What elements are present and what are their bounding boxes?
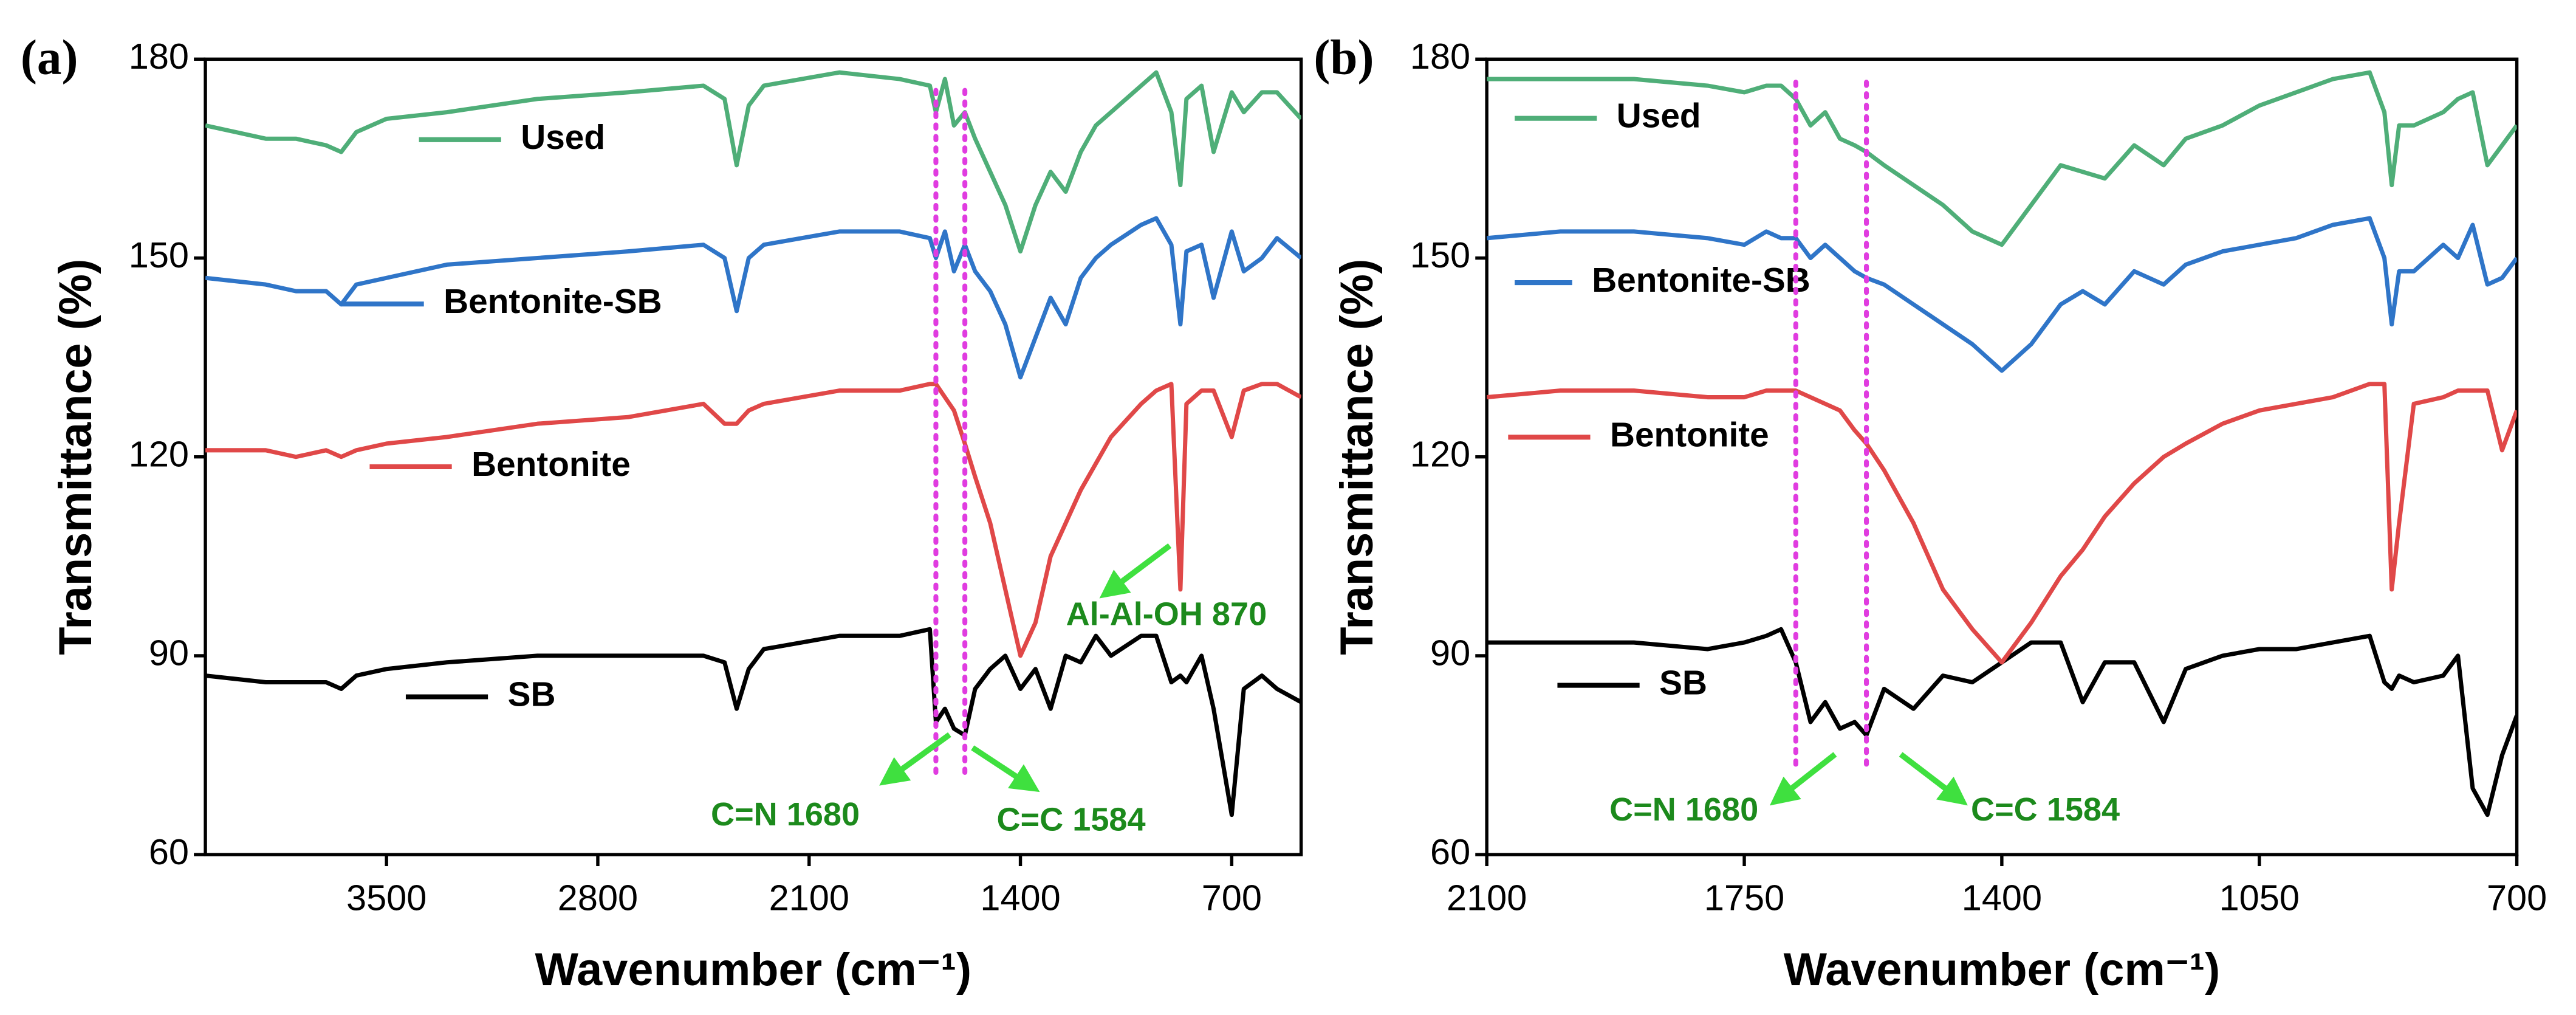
- annotation-arrow: [1099, 543, 1172, 599]
- y-tick-label: 60: [149, 831, 189, 872]
- y-tick-label: 180: [129, 36, 189, 77]
- legend-label: SB: [1659, 664, 1707, 703]
- x-tick-label: 1050: [2219, 878, 2300, 918]
- spectrum-line: [205, 216, 1301, 380]
- annotation-arrow: [879, 732, 951, 786]
- x-tick-label: 2100: [1447, 878, 1527, 918]
- x-tick-label: 3500: [346, 878, 426, 918]
- legend-label: Bentonite: [1610, 416, 1769, 454]
- panel: 60 90 120 150 180 3500 2800 2100 1400 700 Wavenumb…: [21, 30, 1303, 996]
- legend-label: Bentonite: [471, 446, 631, 484]
- x-tick-label: 2100: [769, 878, 849, 918]
- spectrum-line: [205, 382, 1301, 658]
- y-tick-label: 90: [1430, 633, 1470, 673]
- x-axis-label: Wavenumber (cm⁻¹): [535, 944, 972, 996]
- x-tick-label: 700: [2487, 878, 2547, 918]
- spectrum-line: [1487, 70, 2517, 247]
- y-tick-label: 90: [149, 633, 189, 673]
- legend-label: SB: [508, 676, 556, 714]
- panel-label: (b): [1314, 30, 1374, 84]
- x-axis-label: Wavenumber (cm⁻¹): [1784, 944, 2221, 996]
- y-tick-label: 180: [1410, 36, 1470, 77]
- spectrum-line: [1487, 216, 2517, 373]
- annotation-arrow: [1769, 752, 1837, 806]
- y-tick-label: 150: [129, 235, 189, 275]
- y-tick-label: 120: [1410, 433, 1470, 474]
- annotation-arrow: [1899, 752, 1968, 806]
- series-group: [1487, 70, 2517, 817]
- annotation: C=N 1680: [1609, 791, 1758, 828]
- annotation-arrow: [971, 745, 1040, 793]
- x-tick-label: 700: [1202, 878, 1262, 918]
- spectrum-line: [1487, 382, 2517, 665]
- annotation: C=C 1584: [1971, 791, 2120, 828]
- spectrum-line: [1487, 627, 2517, 817]
- spectrum-line: [205, 627, 1301, 817]
- annotation: C=C 1584: [997, 801, 1146, 838]
- y-axis-label: Transmittance (%): [50, 259, 101, 655]
- legend-label: Bentonite-SB: [444, 283, 662, 321]
- x-tick-label: 1750: [1704, 878, 1784, 918]
- legend-label: Used: [1617, 97, 1701, 136]
- plot-frame: [1485, 57, 2519, 856]
- spectrum-line: [205, 70, 1301, 254]
- plot-frame: [204, 57, 1303, 856]
- x-tick-label: 1400: [1962, 878, 2042, 918]
- series-group: [205, 70, 1301, 817]
- legend-label: Bentonite-SB: [1592, 261, 1810, 300]
- legend-label: Used: [521, 119, 605, 157]
- panel: 60 90 120 150 180 2100 1750 1400 1050 700 Wavenumb…: [1314, 30, 2547, 995]
- y-tick-label: 150: [1410, 235, 1470, 275]
- y-tick-label: 120: [129, 433, 189, 474]
- x-tick-label: 1400: [980, 878, 1060, 918]
- panel-label: (a): [21, 30, 78, 84]
- annotation: C=N 1680: [711, 796, 860, 833]
- y-axis-label: Transmittance (%): [1331, 259, 1383, 655]
- x-tick-label: 2800: [558, 878, 638, 918]
- annotation: Al-Al-OH 870: [1066, 596, 1267, 632]
- y-tick-label: 60: [1430, 831, 1470, 872]
